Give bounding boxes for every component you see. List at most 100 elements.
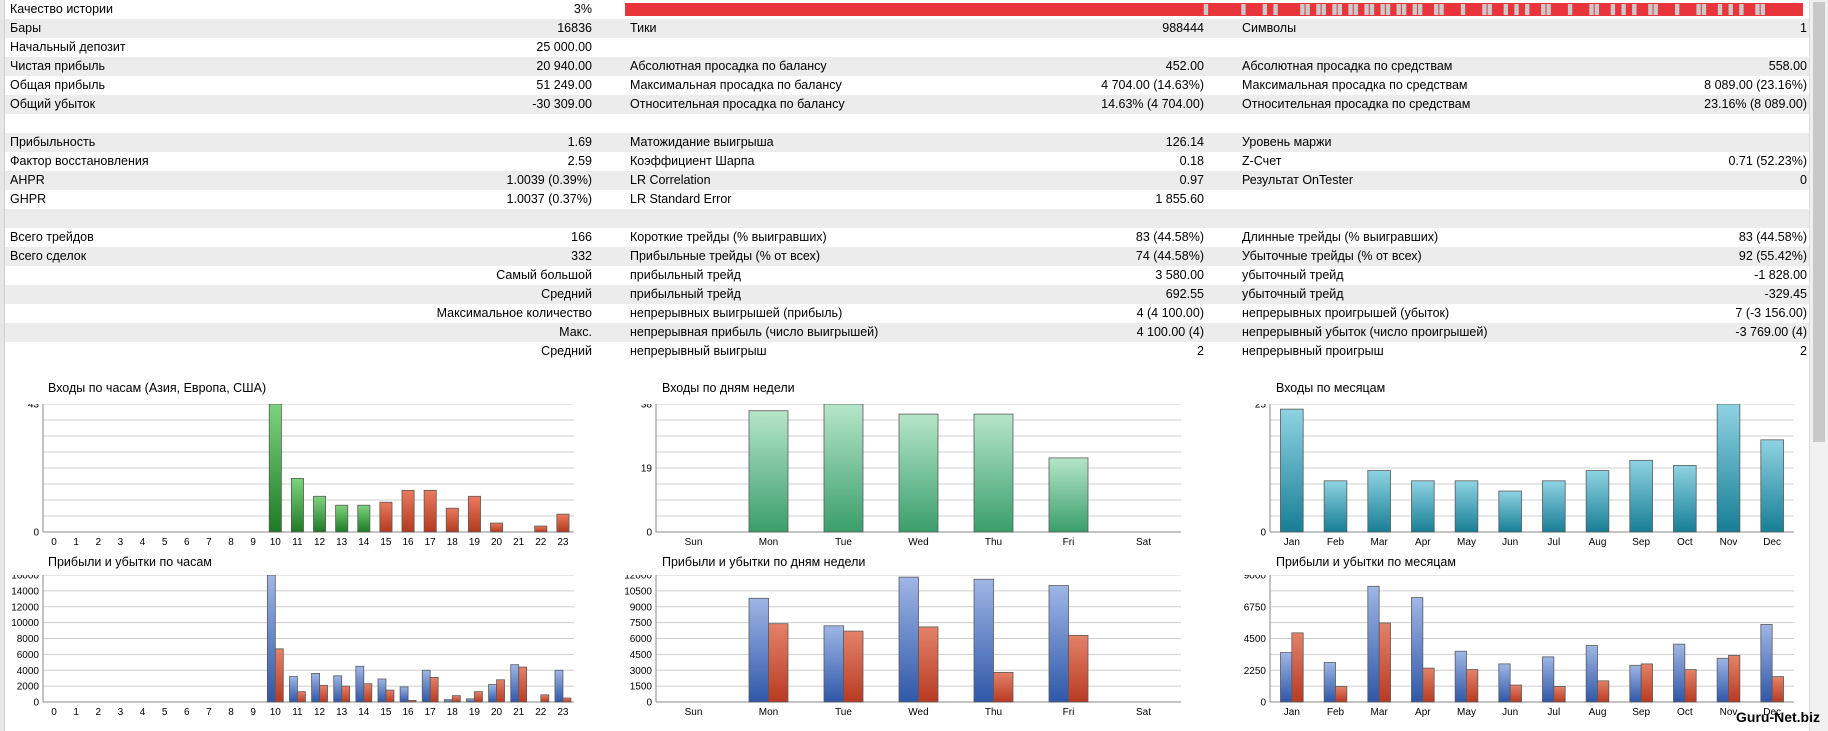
row-label: Всего сделок (10, 249, 87, 263)
x-tick-label: Apr (1415, 537, 1431, 548)
chart-bar (451, 695, 461, 703)
row-value: 74 (44.58%) (1135, 249, 1204, 263)
report-row: Максимальное количество непрерывных выигр… (5, 304, 1809, 323)
quality-cell (1439, 4, 1444, 15)
chart-bar (1335, 686, 1348, 703)
scrollbar-thumb[interactable] (1813, 2, 1825, 442)
x-tick-label: 18 (447, 707, 459, 718)
x-tick-label: Mon (759, 707, 778, 718)
watermark: Guru-Net.biz (1736, 709, 1820, 725)
row-value: 0.18 (1179, 154, 1204, 168)
quality-cell (1621, 4, 1626, 15)
chart-bar (1760, 623, 1773, 703)
row-value: 1 (1800, 21, 1807, 35)
x-tick-label: 0 (51, 707, 57, 718)
quality-cell (1241, 4, 1246, 15)
chart-bar (1629, 459, 1653, 533)
chart-bar (540, 694, 550, 703)
x-tick-label: 22 (535, 707, 547, 718)
chart-bar (1291, 632, 1304, 703)
row-value: 7 (-3 156.00) (1735, 306, 1807, 320)
x-tick-label: Apr (1415, 707, 1431, 718)
chart-bar (319, 684, 328, 703)
row-value: -30 309.00 (532, 97, 592, 111)
chart-bar (407, 700, 417, 703)
row-label: Общая прибыль (10, 78, 106, 92)
chart-bar (1728, 655, 1741, 703)
y-tick-label: 14000 (11, 586, 39, 597)
y-tick-label: 0 (646, 698, 652, 709)
x-tick-label: Sat (1136, 707, 1151, 718)
vertical-scrollbar[interactable] (1809, 0, 1828, 731)
y-tick-label: 2000 (17, 682, 40, 693)
y-tick-label: 0 (646, 528, 652, 539)
chart-bar (289, 676, 298, 703)
x-tick-label: 23 (557, 707, 569, 718)
quality-cell (1674, 4, 1680, 15)
x-tick-label: Sat (1136, 537, 1151, 548)
x-tick-label: 7 (206, 707, 212, 718)
chart-bar (335, 504, 349, 533)
quality-cell (1728, 4, 1733, 15)
row-value: 2 (1800, 344, 1807, 358)
row-label: AHPR (10, 173, 45, 187)
row-label: непрерывный проигрыш (1242, 344, 1384, 358)
chart-svg: 0 19 38 Sun Mon Tue Wed Thu Fri Sat (641, 404, 1181, 548)
x-tick-label: Oct (1677, 537, 1693, 548)
x-tick-label: 17 (425, 707, 437, 718)
chart-bar (1367, 585, 1380, 703)
chart-bar (973, 578, 994, 703)
report-row: Средний непрерывный выигрыш 2 непрерывный п… (5, 342, 1809, 361)
chart-bar (488, 684, 497, 703)
report-row: Самый большой прибыльный трейд 3 580.00 убы… (5, 266, 1809, 285)
quality-cell (1482, 4, 1487, 15)
quality-cell (1514, 4, 1519, 15)
x-tick-label: 20 (491, 707, 503, 718)
chart-bar (510, 664, 520, 703)
chart-title: Прибыли и убытки по месяцам (1276, 555, 1456, 569)
chart-bar (518, 666, 528, 703)
report-row: Фактор восстановления 2.59 Коэффициент Шар… (5, 152, 1809, 171)
x-tick-label: 11 (292, 707, 303, 718)
chart-bar (1068, 634, 1089, 703)
report-row (5, 114, 1809, 133)
chart-bar (355, 665, 365, 703)
chart-bar (534, 525, 548, 533)
x-tick-label: 21 (513, 537, 525, 548)
x-tick-label: 1 (73, 707, 79, 718)
quality-cell (1332, 4, 1337, 15)
x-tick-label: Jun (1502, 707, 1518, 718)
row-label: Короткие трейды (% выигравших) (630, 230, 827, 244)
x-tick-label: Nov (1720, 537, 1738, 548)
row-label: Средний (541, 344, 592, 358)
y-tick-label: 0 (1260, 698, 1266, 709)
row-label: Самый большой (496, 268, 592, 282)
row-value: 83 (44.58%) (1738, 230, 1807, 244)
x-tick-label: 19 (469, 537, 481, 548)
chart-bar (474, 691, 483, 703)
chart-bar (918, 626, 939, 703)
chart-bar (1378, 622, 1391, 703)
row-label: Длинные трейды (% выигравших) (1242, 230, 1439, 244)
row-label: Чистая прибыль (10, 59, 105, 73)
row-value: 166 (571, 230, 592, 244)
y-tick-label: 6000 (17, 650, 40, 661)
quality-cell (1589, 4, 1594, 15)
x-tick-label: Oct (1677, 707, 1693, 718)
x-tick-label: Feb (1327, 537, 1345, 548)
quality-cell (1380, 4, 1385, 15)
x-tick-label: Thu (985, 707, 1002, 718)
row-label: Коэффициент Шарпа (630, 154, 755, 168)
quality-cell (1369, 4, 1375, 15)
x-tick-label: 10 (270, 707, 282, 718)
chart-bar (341, 685, 351, 703)
chart-bar (490, 522, 504, 533)
x-tick-label: 22 (535, 537, 547, 548)
report-row: Средний прибыльный трейд 692.55 убыточный т… (5, 285, 1809, 304)
y-tick-label: 10500 (624, 586, 652, 597)
y-tick-label: 38 (641, 404, 653, 411)
chart-bar (1684, 669, 1697, 703)
quality-cell (1717, 4, 1723, 15)
quality-cell (1653, 4, 1658, 15)
chart-bar (993, 671, 1014, 703)
